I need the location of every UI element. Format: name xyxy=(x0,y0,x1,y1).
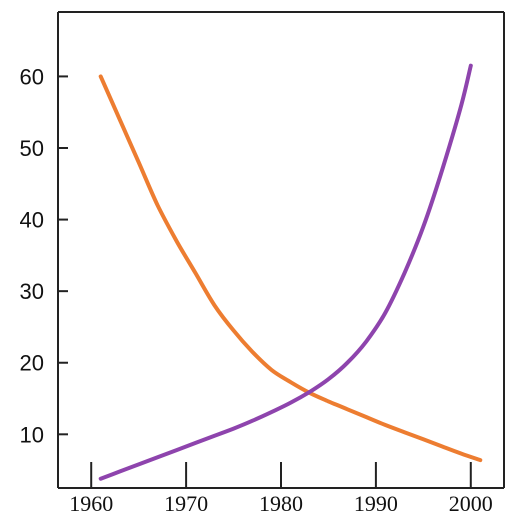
series-line-1 xyxy=(98,74,483,463)
y-tick-label: 40 xyxy=(20,208,44,233)
x-tick-label: 1980 xyxy=(259,491,303,516)
y-tick-label: 60 xyxy=(20,64,44,89)
series-layer xyxy=(98,63,483,481)
y-tick-label: 30 xyxy=(20,279,44,304)
x-tick-label: 1960 xyxy=(69,491,113,516)
y-axis: 10 20 30 40 50 60 xyxy=(20,64,68,447)
plot-frame xyxy=(57,11,505,489)
y-tick-label: 10 xyxy=(20,422,44,447)
x-tick-label: 2000 xyxy=(449,491,493,516)
x-axis: 1960 1970 1980 1990 2000 xyxy=(69,462,493,516)
y-tick-label: 20 xyxy=(20,351,44,376)
x-tick-label: 1970 xyxy=(164,491,208,516)
x-tick-label: 1990 xyxy=(354,491,398,516)
y-tick-label: 50 xyxy=(20,136,44,161)
series-line-2 xyxy=(98,63,473,481)
